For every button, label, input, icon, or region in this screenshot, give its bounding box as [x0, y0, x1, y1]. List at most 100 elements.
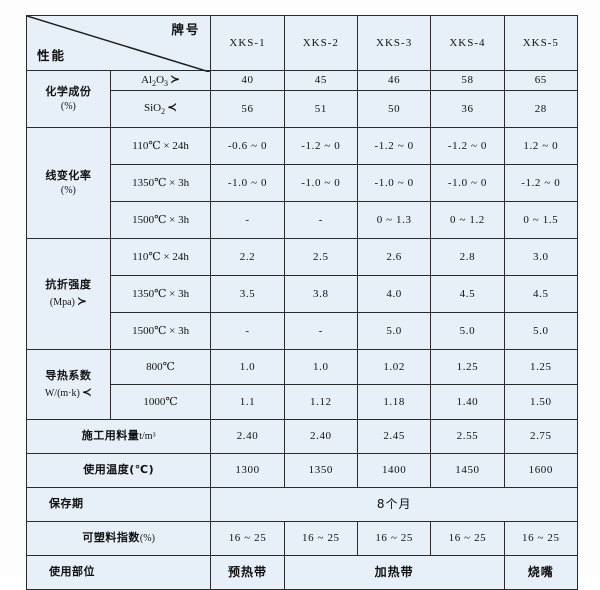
table-row: 1350℃ × 3h -1.0 ~ 0 -1.0 ~ 0 -1.0 ~ 0 -1… [27, 163, 579, 202]
comparison-lte-icon: ≺ [81, 384, 92, 399]
row-label-unit: (%) [139, 533, 155, 545]
row-label-shelf-life: 保存期 [25, 486, 212, 522]
cell-value: 1.25 [503, 348, 579, 385]
comparison-gte-icon: ≻ [76, 294, 87, 309]
row-label-110c-24h: 110℃ × 24h [109, 126, 212, 165]
cell-value: 1.40 [430, 383, 505, 420]
cell-value: 0 ~ 1.2 [430, 200, 505, 239]
cell-value: 4.5 [430, 274, 505, 313]
row-label-1350c-3h: 1350℃ × 3h [109, 274, 212, 313]
cell-value: 16 ~ 25 [283, 520, 358, 556]
cell-value: -1.0 ~ 0 [430, 163, 505, 202]
table-row: 线变化率 (%) 110℃ × 24h -0.6 ~ 0 -1.2 ~ 0 -1… [26, 126, 579, 239]
row-label-unit: (℃) [129, 463, 155, 477]
row-label-service-temperature: 使用温度(℃) [25, 452, 212, 488]
cell-value: 2.5 [283, 237, 358, 276]
cell-value: 4.5 [503, 274, 579, 313]
group-label-flexural-strength: 抗折强度 (Mpa) ≻ [26, 237, 111, 350]
cell-value: -1.2 ~ 0 [283, 126, 358, 165]
row-label-1500c-3h: 1500℃ × 3h [109, 311, 212, 350]
cell-value: 58 [430, 70, 505, 91]
cell-value-shelf-life: 8个月 [210, 486, 578, 522]
group-unit: (%) [60, 184, 76, 196]
material-spec-table: 牌号 性能 XKS-1 XKS-2 XKS-3 XKS-4 XKS-5 化学成份… [25, 15, 579, 590]
cell-value: 5.0 [503, 311, 579, 350]
table-row: 可塑料指数(%) 16 ~ 25 16 ~ 25 16 ~ 25 16 ~ 25… [25, 520, 579, 556]
group-unit: W/(m·k) ≺ [29, 384, 108, 401]
cell-value: 1350 [283, 452, 358, 488]
cell-value: 28 [503, 89, 579, 128]
subscript-2: 2 [161, 107, 166, 117]
column-header-xks4: XKS-4 [430, 15, 505, 71]
cell-value: 1.18 [356, 383, 432, 420]
row-label-application-zone: 使用部位 [25, 554, 212, 590]
cell-value: 5.0 [356, 311, 432, 350]
cell-value: 0 ~ 1.3 [356, 200, 432, 239]
comparison-lte-icon: ≺ [167, 100, 178, 115]
cell-value: 3.8 [283, 274, 358, 313]
row-label-text: 可塑料指数 [82, 531, 140, 545]
group-name: 线变化率 [45, 168, 92, 182]
cell-value: -1.2 ~ 0 [503, 163, 579, 202]
cell-value: -1.0 ~ 0 [356, 163, 432, 202]
row-label-110c-24h: 110℃ × 24h [109, 237, 212, 276]
cell-value: 2.45 [356, 418, 432, 454]
cell-value: 2.6 [356, 237, 432, 276]
comparison-gte-icon: ≻ [170, 72, 181, 86]
cell-value: 2.75 [503, 418, 579, 454]
table-row: 施工用料量t/m³ 2.40 2.40 2.45 2.55 2.75 [25, 418, 579, 454]
column-header-xks2: XKS-2 [283, 15, 358, 71]
cell-value: 3.5 [210, 274, 285, 313]
cell-value: 1300 [210, 452, 285, 488]
row-label-plasticity-index: 可塑料指数(%) [25, 520, 212, 556]
row-label-text: 使用温度 [83, 463, 130, 477]
table-row: 1350℃ × 3h 3.5 3.8 4.0 4.5 4.5 [27, 274, 579, 313]
cell-value-heating-zone: 加热带 [283, 554, 505, 590]
group-label-linear-change: 线变化率 (%) [26, 126, 111, 239]
column-header-xks5: XKS-5 [503, 15, 579, 71]
cell-value: 1.1 [210, 383, 285, 420]
row-label-al2o3: Al2O3 ≻ [109, 70, 212, 91]
cell-value: 1.25 [430, 348, 505, 385]
corner-column-label: 牌号 [171, 22, 201, 37]
group-name: 导热系数 [45, 368, 92, 382]
cell-value: 1600 [503, 452, 579, 488]
cell-value: 16 ~ 25 [503, 520, 579, 556]
spec-sheet: 牌号 性能 XKS-1 XKS-2 XKS-3 XKS-4 XKS-5 化学成份… [25, 15, 579, 590]
group-label-thermal-conductivity: 导热系数 W/(m·k) ≺ [26, 348, 111, 420]
cell-value: 1.0 [210, 348, 285, 385]
cell-value: 56 [210, 89, 285, 128]
table-row: 1500℃ × 3h - - 0 ~ 1.3 0 ~ 1.2 0 ~ 1.5 [27, 200, 579, 239]
cell-value: 4.0 [356, 274, 432, 313]
cell-value: 16 ~ 25 [210, 520, 285, 556]
cell-value: -1.2 ~ 0 [430, 126, 505, 165]
cell-value-preheat-zone: 预热带 [210, 554, 285, 590]
cell-value: 51 [283, 89, 358, 128]
cell-value: 1.50 [503, 383, 579, 420]
cell-value: 1.0 [283, 348, 358, 385]
cell-value: 46 [356, 70, 432, 91]
cell-value: 1450 [430, 452, 505, 488]
group-unit-text: W/(m·k) [44, 387, 80, 399]
row-label-unit: t/m³ [139, 431, 156, 443]
cell-value: - [283, 311, 358, 350]
corner-row-label: 性能 [37, 48, 67, 64]
cell-value: 2.8 [430, 237, 505, 276]
row-label-1350c-3h: 1350℃ × 3h [109, 163, 212, 202]
row-label-text: 施工用料量 [81, 429, 140, 443]
cell-value: - [283, 200, 358, 239]
table-row: 导热系数 W/(m·k) ≺ 800℃ 1.0 1.0 1.02 1.25 1.2… [26, 348, 579, 420]
cell-value: - [210, 311, 285, 350]
row-label-1000c: 1000℃ [109, 383, 212, 420]
table-header-row: 牌号 性能 XKS-1 XKS-2 XKS-3 XKS-4 XKS-5 [25, 15, 579, 73]
cell-value: 2.40 [283, 418, 358, 454]
table-row: 抗折强度 (Mpa) ≻ 110℃ × 24h 2.2 2.5 2.6 2.8 3… [26, 237, 579, 350]
group-unit: (%) [60, 100, 76, 112]
table-row: 使用温度(℃) 1300 1350 1400 1450 1600 [25, 452, 579, 488]
row-label-1500c-3h: 1500℃ × 3h [109, 200, 212, 239]
cell-value: -1.0 ~ 0 [283, 163, 358, 202]
table-row: 1000℃ 1.1 1.12 1.18 1.40 1.50 [27, 383, 579, 420]
table-row: 1500℃ × 3h - - 5.0 5.0 5.0 [27, 311, 579, 350]
cell-value: -0.6 ~ 0 [210, 126, 285, 165]
cell-value: 45 [283, 70, 358, 91]
